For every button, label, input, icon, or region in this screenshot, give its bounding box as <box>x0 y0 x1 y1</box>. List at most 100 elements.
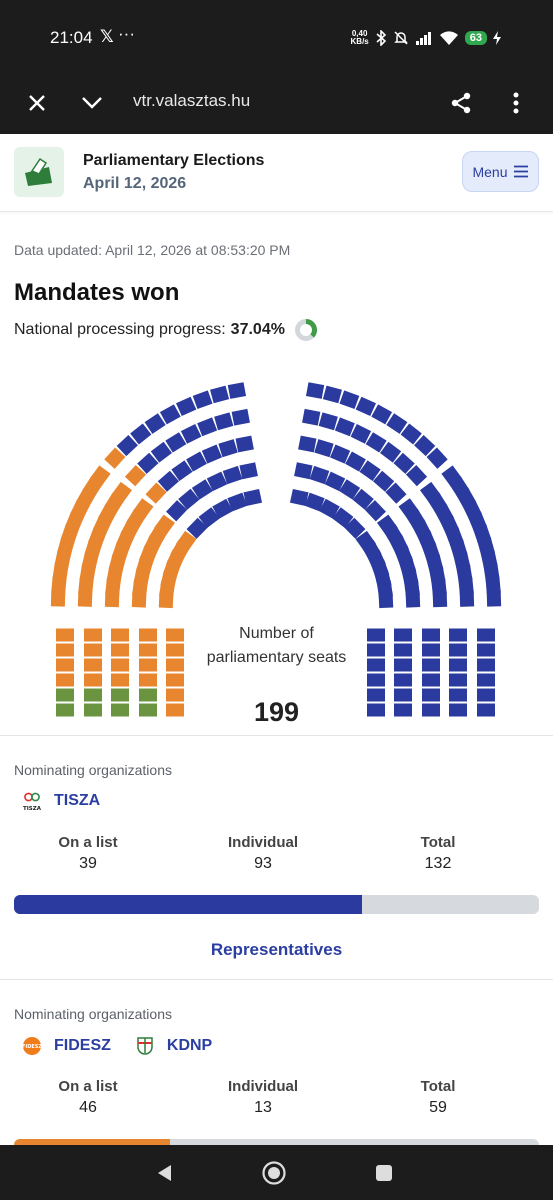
seat <box>289 488 309 507</box>
seat <box>385 482 407 504</box>
seat <box>56 658 74 672</box>
stat-label: Total <box>420 1078 456 1095</box>
chevron-down-icon[interactable] <box>77 88 107 118</box>
seat <box>344 517 366 539</box>
seat <box>422 673 440 687</box>
seat <box>192 390 213 410</box>
stat-value: 59 <box>429 1099 447 1116</box>
stat-on-list: On a list 46 <box>28 1078 148 1117</box>
seat <box>386 413 408 434</box>
seat <box>212 498 234 519</box>
seat <box>372 470 395 492</box>
seat-share-bar <box>14 895 539 914</box>
battery-indicator: 63 <box>464 31 487 45</box>
seat <box>400 423 422 445</box>
seat <box>165 432 187 453</box>
stat-value: 13 <box>254 1099 272 1116</box>
seat <box>486 590 502 607</box>
seat <box>422 643 440 657</box>
seat <box>394 703 412 717</box>
seat <box>131 591 147 608</box>
seat <box>367 628 385 642</box>
seat <box>367 673 385 687</box>
seat <box>198 507 220 529</box>
seat <box>171 460 193 481</box>
recents-icon[interactable] <box>371 1160 397 1186</box>
seat-total: 199 <box>253 697 300 727</box>
seat <box>367 688 385 702</box>
seat <box>111 703 129 717</box>
party-name-tisza[interactable]: TISZA <box>54 792 101 809</box>
wifi-icon <box>439 31 458 45</box>
stat-label: Individual <box>227 1078 298 1095</box>
seat <box>449 628 467 642</box>
back-icon[interactable] <box>151 1160 177 1186</box>
seat <box>398 498 420 520</box>
home-icon[interactable] <box>261 1160 287 1186</box>
seat <box>394 643 412 657</box>
seat <box>51 576 67 594</box>
stat-value: 46 <box>79 1099 97 1116</box>
seat <box>364 500 386 522</box>
menu-button[interactable]: Menu <box>462 151 539 192</box>
seat <box>231 408 250 426</box>
seat <box>314 439 334 458</box>
more-vert-icon[interactable] <box>501 88 531 118</box>
seat <box>318 498 340 519</box>
seat <box>77 590 93 607</box>
seat <box>56 643 74 657</box>
representatives-link[interactable]: Representatives <box>210 940 343 959</box>
seat <box>334 417 355 437</box>
seat <box>227 382 247 399</box>
progress-value: 37.04% <box>230 321 285 338</box>
seat <box>111 673 129 687</box>
status-icons: 0,40 KB/s 63 <box>351 28 501 48</box>
seat <box>227 492 248 512</box>
seat <box>180 424 202 444</box>
seat <box>419 481 441 504</box>
seat <box>178 488 200 510</box>
seat <box>84 673 102 687</box>
seat <box>111 628 129 642</box>
seat <box>329 444 351 464</box>
seat <box>318 412 338 431</box>
seat <box>139 658 157 672</box>
stat-on-list: On a list 39 <box>28 834 148 873</box>
stat-value: 93 <box>254 855 272 872</box>
fidesz-logo-text: FIDESZ <box>22 1044 42 1050</box>
seat <box>78 577 94 595</box>
seat <box>56 673 74 687</box>
net-speed-value: 0,40 <box>351 29 368 38</box>
seat <box>485 576 501 594</box>
party-name-fidesz[interactable]: FIDESZ <box>54 1037 111 1054</box>
seat <box>294 462 313 480</box>
seat <box>449 643 467 657</box>
seat <box>449 688 467 702</box>
org-label: Nominating organizations <box>14 1006 172 1022</box>
progress-label: National processing progress: <box>14 321 226 338</box>
seat <box>305 382 325 399</box>
ballot-logo-icon[interactable] <box>14 147 64 197</box>
close-icon[interactable] <box>22 88 52 118</box>
seat <box>235 435 254 453</box>
stat-individual: Individual 93 <box>203 834 323 873</box>
seat <box>459 590 475 607</box>
share-icon[interactable] <box>446 88 476 118</box>
seat <box>166 500 188 522</box>
seat <box>124 465 147 487</box>
seat <box>176 396 197 417</box>
seat <box>422 628 440 642</box>
stat-label: Individual <box>227 834 298 851</box>
menu-label: Menu <box>472 163 508 180</box>
seat <box>166 628 184 642</box>
progress-donut-icon <box>294 319 317 341</box>
seat <box>339 390 360 410</box>
stat-label: Total <box>420 834 456 851</box>
party-name-kdnp[interactable]: KDNP <box>166 1037 213 1054</box>
url-field[interactable]: vtr.valasztas.hu <box>133 91 251 110</box>
seat <box>139 673 157 687</box>
divider <box>0 735 553 736</box>
kdnp-logo-icon <box>133 1034 157 1058</box>
seat <box>111 688 129 702</box>
seat <box>394 628 412 642</box>
